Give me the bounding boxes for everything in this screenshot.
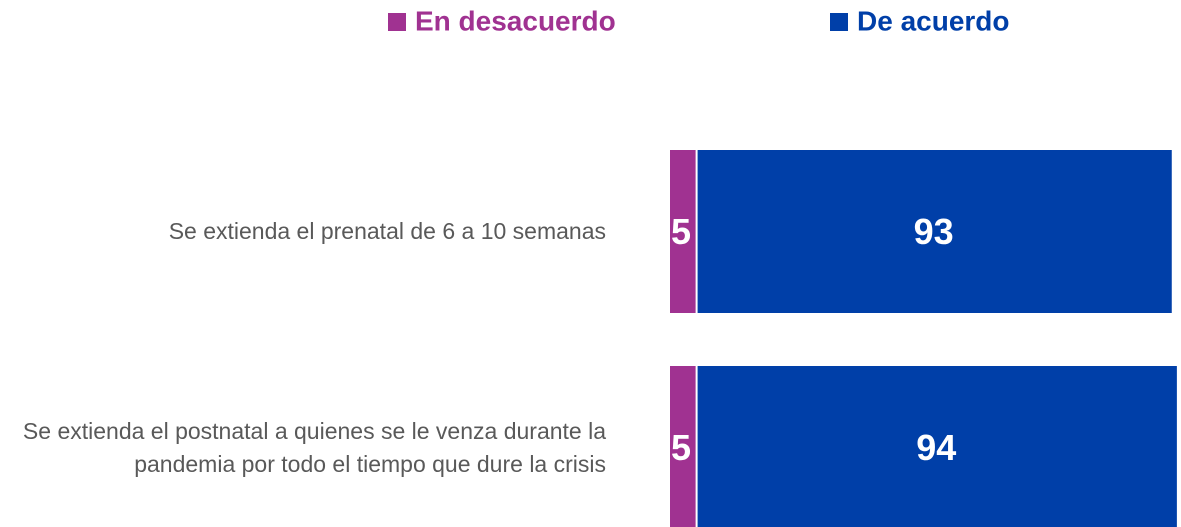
bar-segment — [670, 150, 696, 313]
legend-swatch — [830, 13, 848, 31]
bar-segment — [697, 366, 1177, 527]
legend-label: De acuerdo — [857, 5, 1010, 36]
category-label: Se extienda el prenatal de 6 a 10 semana… — [168, 218, 606, 244]
category-label: Se extienda el postnatal a quienes se le… — [22, 417, 606, 477]
bar-segment — [697, 150, 1172, 313]
bar-segment — [670, 366, 696, 527]
data-label: 5 — [671, 427, 691, 468]
data-label: 93 — [914, 211, 954, 252]
data-label: 5 — [671, 211, 691, 252]
legend-swatch — [388, 13, 406, 31]
legend-label: En desacuerdo — [415, 5, 616, 36]
data-label: 94 — [916, 427, 956, 468]
